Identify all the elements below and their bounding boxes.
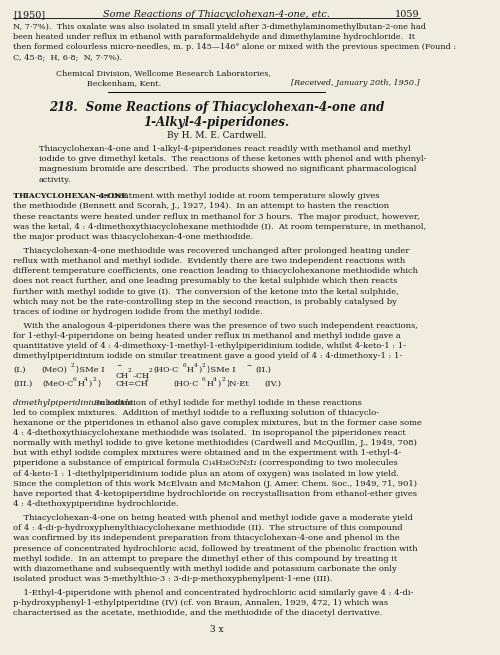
Text: led to complex mixtures.  Addition of methyl iodide to a refluxing solution of t: led to complex mixtures. Addition of met… — [13, 409, 379, 417]
Text: with diazomethane and subsequently with methyl iodide and potassium carbonate th: with diazomethane and subsequently with … — [13, 565, 396, 573]
Text: [Received, January 20th, 1950.]: [Received, January 20th, 1950.] — [291, 79, 420, 87]
Text: quantitative yield of 4 : 4-dimethoxy-1-methyl-1-ethylpiperidinium iodide, whils: quantitative yield of 4 : 4-dimethoxy-1-… — [13, 342, 406, 350]
Text: different temperature coefficients, one reaction leading to thiacyclohexanone me: different temperature coefficients, one … — [13, 267, 418, 275]
Text: ⟩SMe I: ⟩SMe I — [207, 365, 236, 374]
Text: 1-Ethyl-4-piperidone with phenol and concentrated hydrochloric acid similarly ga: 1-Ethyl-4-piperidone with phenol and con… — [13, 589, 413, 597]
Text: (II.): (II.) — [256, 365, 271, 374]
Text: H: H — [206, 380, 214, 388]
Text: (HO·C: (HO·C — [154, 365, 179, 374]
Text: (MeO): (MeO) — [41, 365, 67, 374]
Text: Beckenham, Kent.: Beckenham, Kent. — [86, 79, 160, 87]
Text: 6: 6 — [182, 362, 186, 367]
Text: been heated under reflux in ethanol with paraformaldehyde and dimethylamine hydr: been heated under reflux in ethanol with… — [13, 33, 415, 41]
Text: the methiodide (Bennett and Scorah, J., 1927, 194).  In an attempt to hasten the: the methiodide (Bennett and Scorah, J., … — [13, 202, 389, 210]
Text: presence of concentrated hydrochloric acid, followed by treatment of the phenoli: presence of concentrated hydrochloric ac… — [13, 544, 417, 553]
Text: of 4-keto-1 : 1-diethylpiperidinium iodide plus an atom of oxygen) was isolated : of 4-keto-1 : 1-diethylpiperidinium iodi… — [13, 470, 399, 477]
Text: ): ) — [88, 380, 92, 388]
Text: activity.: activity. — [39, 176, 72, 183]
Text: HIACYCLOHEXAN-4-ONE: HIACYCLOHEXAN-4-ONE — [19, 192, 128, 200]
Text: Since the completion of this work McElvain and McMahon (J. Amer. Chem. Soc., 194: Since the completion of this work McElva… — [13, 479, 417, 488]
Text: (III.): (III.) — [13, 380, 32, 388]
Text: ): ) — [198, 365, 202, 374]
Text: 3 x: 3 x — [210, 625, 223, 634]
Text: 1059: 1059 — [395, 10, 420, 19]
Text: By H. M. E. Cardwell.: By H. M. E. Cardwell. — [166, 130, 266, 140]
Text: (I.): (I.) — [13, 365, 26, 374]
Text: 4: 4 — [213, 377, 216, 382]
Text: have reported that 4-ketopiperidine hydrochloride on recrystallisation from etha: have reported that 4-ketopiperidine hydr… — [13, 490, 417, 498]
Text: 6: 6 — [72, 377, 76, 382]
Text: (IV.): (IV.) — [264, 380, 281, 388]
Text: p-hydroxyphenyl-1-ethylpiperidine (IV) (cf. von Braun, Annalen, 1929, 472, 1) wh: p-hydroxyphenyl-1-ethylpiperidine (IV) (… — [13, 599, 388, 607]
Text: hexanone or the piperidones in ethanol also gave complex mixtures, but in the fo: hexanone or the piperidones in ethanol a… — [13, 419, 422, 427]
Text: N, 7·7%).  This oxalate was also isolated in small yield after 3-dimethylaminome: N, 7·7%). This oxalate was also isolated… — [13, 23, 426, 31]
Text: 2: 2 — [145, 377, 148, 382]
Text: for 1-ethyl-4-piperidone on being heated under reflux in methanol and methyl iod: for 1-ethyl-4-piperidone on being heated… — [13, 332, 400, 340]
Text: 1-Alkyl-4-piperidones.: 1-Alkyl-4-piperidones. — [144, 116, 290, 129]
Text: dimethylpiperidinium iodide on similar treatment gave a good yield of 4 : 4-dime: dimethylpiperidinium iodide on similar t… — [13, 352, 402, 360]
Text: 6: 6 — [202, 377, 205, 382]
Text: was confirmed by its independent preparation from thiacyclohexan-4-one and pheno: was confirmed by its independent prepara… — [13, 534, 400, 542]
Text: further with methyl iodide to give (I).  The conversion of the ketone into the k: further with methyl iodide to give (I). … — [13, 288, 398, 295]
Text: ): ) — [218, 380, 221, 388]
Text: the major product was thiacyclohexan-4-one methiodide.: the major product was thiacyclohexan-4-o… — [13, 233, 253, 241]
Text: magnesium bromide are described.  The products showed no significant pharmacolog: magnesium bromide are described. The pro… — [39, 165, 416, 174]
Text: traces of iodine or hydrogen iodide from the methyl iodide.: traces of iodine or hydrogen iodide from… — [13, 308, 262, 316]
Text: 218.  Some Reactions of Thiacyclohexan-4-one and: 218. Some Reactions of Thiacyclohexan-4-… — [48, 101, 384, 114]
Text: 2: 2 — [149, 368, 152, 373]
Text: C, 45·8;  H, 6·8;  N, 7·7%).: C, 45·8; H, 6·8; N, 7·7%). — [13, 53, 122, 62]
Text: Thiacyclohexan-4-one on being heated with phenol and methyl iodide gave a modera: Thiacyclohexan-4-one on being heated wit… — [13, 514, 413, 522]
Text: (MeO·C: (MeO·C — [42, 380, 74, 388]
Text: methyl iodide.  In an attempt to prepare the dimethyl ether of this compound by : methyl iodide. In an attempt to prepare … — [13, 555, 397, 563]
Text: −: − — [246, 362, 252, 367]
Text: CH=CH: CH=CH — [116, 380, 148, 388]
Text: was the ketal, 4 : 4-dimethoxythiacyclohexane methiodide (I).  At room temperatu: was the ketal, 4 : 4-dimethoxythiacycloh… — [13, 223, 426, 231]
Text: Thiacyclohexan-4-one methiodide was recovered unchanged after prolonged heating : Thiacyclohexan-4-one methiodide was reco… — [13, 247, 409, 255]
Text: iodide to give dimethyl ketals.  The reactions of these ketones with phenol and : iodide to give dimethyl ketals. The reac… — [39, 155, 426, 163]
Text: CH: CH — [116, 371, 129, 380]
Text: 4 : 4-diethoxypiperidine hydrochloride.: 4 : 4-diethoxypiperidine hydrochloride. — [13, 500, 178, 508]
Text: which may not be the rate-controlling step in the second reaction, is probably c: which may not be the rate-controlling st… — [13, 297, 397, 306]
Text: piperidone a substance of empirical formula C₁₄H₂₆O₂N₂I₂ (corresponding to two m: piperidone a substance of empirical form… — [13, 459, 398, 468]
Text: ⟩: ⟩ — [97, 380, 100, 388]
Text: ⟩N·Et: ⟩N·Et — [226, 380, 248, 388]
Text: 2: 2 — [221, 377, 225, 382]
Text: H: H — [187, 365, 194, 374]
Text: does not react further, and one leading presumably to the ketal sulphide which t: does not react further, and one leading … — [13, 277, 398, 286]
Text: 2: 2 — [92, 377, 96, 382]
Text: [1950]: [1950] — [13, 10, 45, 19]
Text: H: H — [78, 380, 84, 388]
Text: 4: 4 — [194, 362, 197, 367]
Text: isolated product was 5-methylthio-3 : 3-di-p-methoxyphenylpent-1-ene (III).: isolated product was 5-methylthio-3 : 3-… — [13, 575, 332, 583]
Text: 4 : 4-diethoxythiacyclohexane methiodide was isolated.  In isopropanol the piper: 4 : 4-diethoxythiacyclohexane methiodide… — [13, 429, 406, 437]
Text: Some Reactions of Thiacyclohexan-4-one, etc.: Some Reactions of Thiacyclohexan-4-one, … — [103, 10, 330, 19]
Text: of 4 : 4-di-p-hydroxyphenylthiacyclohexane methiodide (II).  The structure of th: of 4 : 4-di-p-hydroxyphenylthiacyclohexa… — [13, 524, 402, 533]
Text: (HO·C: (HO·C — [173, 380, 199, 388]
Text: dimethylpiperidinium iodide.: dimethylpiperidinium iodide. — [13, 398, 136, 407]
Text: these reactants were heated under reflux in methanol for 3 hours.  The major pro: these reactants were heated under reflux… — [13, 212, 420, 221]
Text: 4: 4 — [84, 377, 87, 382]
Text: Substitution of ethyl iodide for methyl iodide in these reactions: Substitution of ethyl iodide for methyl … — [88, 398, 362, 407]
Text: −: − — [116, 362, 121, 367]
Text: 2: 2 — [128, 368, 132, 373]
Text: then formed colourless micro-needles, m. p. 145—146° alone or mixed with the pre: then formed colourless micro-needles, m.… — [13, 43, 456, 51]
Text: Chemical Division, Wellcome Research Laboratories,: Chemical Division, Wellcome Research Lab… — [56, 69, 271, 77]
Text: 2: 2 — [202, 362, 205, 367]
Text: With the analogous 4-piperidones there was the presence of two such independent : With the analogous 4-piperidones there w… — [13, 322, 418, 330]
Text: T: T — [13, 192, 19, 200]
Text: 2: 2 — [70, 362, 74, 367]
Text: characterised as the acetate, methiodide, and the methiodide of the diacetyl der: characterised as the acetate, methiodide… — [13, 609, 382, 618]
Text: reflux with methanol and methyl iodide.  Evidently there are two independent rea: reflux with methanol and methyl iodide. … — [13, 257, 405, 265]
Text: ⟩SMe I: ⟩SMe I — [76, 365, 105, 374]
Text: normally with methyl iodide to give ketone methiodides (Cardwell and McQuillin, : normally with methyl iodide to give keto… — [13, 439, 417, 447]
Text: Thiacyclohexan-4-one and 1-alkyl-4-piperidones react readily with methanol and m: Thiacyclohexan-4-one and 1-alkyl-4-piper… — [39, 145, 410, 153]
Text: –CH: –CH — [132, 371, 150, 380]
Text: but with ethyl iodide complex mixtures were obtained and in the experiment with : but with ethyl iodide complex mixtures w… — [13, 449, 401, 457]
Text: on treatment with methyl iodide at room temperature slowly gives: on treatment with methyl iodide at room … — [96, 192, 380, 200]
